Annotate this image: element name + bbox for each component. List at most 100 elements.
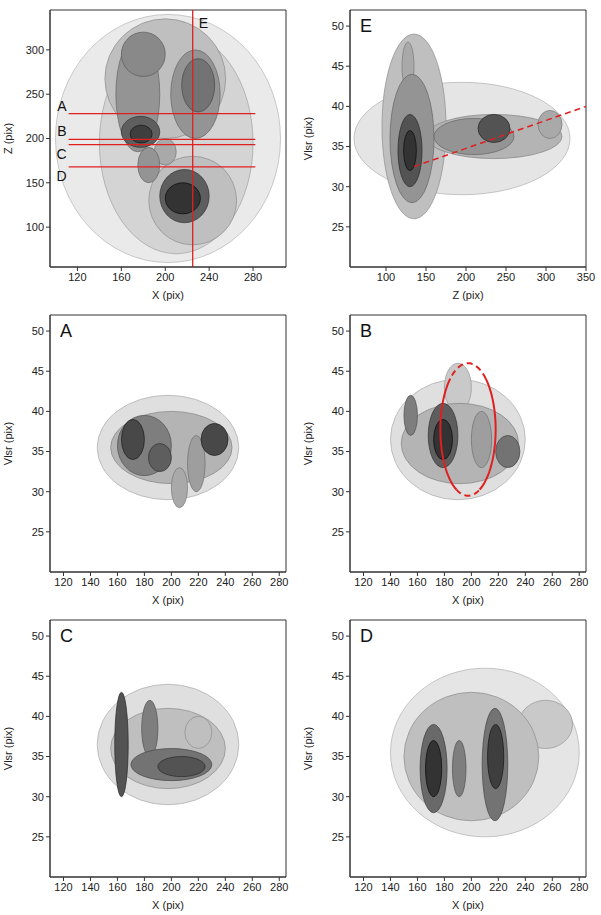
svg-text:25: 25 [32,526,44,538]
svg-text:Vlsr (pix): Vlsr (pix) [302,727,314,770]
svg-text:260: 260 [543,881,561,893]
svg-text:180: 180 [435,576,453,588]
svg-text:E: E [199,15,208,31]
svg-text:40: 40 [332,100,344,112]
svg-text:Vlsr (pix): Vlsr (pix) [302,422,314,465]
svg-text:120: 120 [54,576,72,588]
svg-text:30: 30 [332,486,344,498]
svg-text:160: 160 [112,271,130,283]
svg-text:40: 40 [32,710,44,722]
svg-text:25: 25 [332,526,344,538]
svg-text:50: 50 [32,325,44,337]
svg-text:250: 250 [497,271,515,283]
svg-text:120: 120 [354,576,372,588]
svg-text:35: 35 [32,750,44,762]
svg-text:240: 240 [516,881,534,893]
svg-text:180: 180 [135,881,153,893]
svg-text:260: 260 [243,576,261,588]
svg-text:150: 150 [26,177,44,189]
svg-text:200: 200 [462,576,480,588]
svg-text:50: 50 [32,630,44,642]
svg-text:50: 50 [332,325,344,337]
svg-text:200: 200 [457,271,475,283]
svg-text:240: 240 [216,881,234,893]
svg-text:140: 140 [81,881,99,893]
svg-text:140: 140 [381,576,399,588]
svg-text:35: 35 [32,445,44,457]
svg-text:45: 45 [32,670,44,682]
svg-text:180: 180 [135,576,153,588]
svg-text:120: 120 [54,881,72,893]
svg-text:35: 35 [332,750,344,762]
svg-text:220: 220 [189,576,207,588]
svg-text:160: 160 [108,576,126,588]
svg-text:140: 140 [81,576,99,588]
svg-text:X (pix): X (pix) [152,594,184,606]
svg-text:A: A [57,98,67,114]
svg-text:300: 300 [26,44,44,56]
svg-text:350: 350 [577,271,595,283]
svg-text:280: 280 [244,271,262,283]
svg-text:X (pix): X (pix) [152,289,184,301]
svg-text:50: 50 [332,20,344,32]
svg-text:220: 220 [489,881,507,893]
svg-text:200: 200 [156,271,174,283]
svg-text:240: 240 [216,576,234,588]
svg-text:Vlsr (pix): Vlsr (pix) [2,422,14,465]
svg-text:140: 140 [381,881,399,893]
svg-text:200: 200 [26,132,44,144]
html-text:C: C [60,626,73,646]
svg-text:35: 35 [332,445,344,457]
svg-text:160: 160 [408,576,426,588]
svg-text:300: 300 [537,271,555,283]
svg-text:260: 260 [543,576,561,588]
svg-text:45: 45 [332,365,344,377]
svg-text:50: 50 [332,630,344,642]
svg-text:Vlsr (pix): Vlsr (pix) [302,117,314,160]
svg-text:200: 200 [462,881,480,893]
svg-text:X (pix): X (pix) [152,899,184,911]
svg-text:25: 25 [332,831,344,843]
svg-text:Vlsr (pix): Vlsr (pix) [2,727,14,770]
svg-text:260: 260 [243,881,261,893]
svg-text:200: 200 [162,576,180,588]
svg-text:100: 100 [26,221,44,233]
svg-text:35: 35 [332,140,344,152]
svg-text:30: 30 [332,181,344,193]
svg-text:D: D [57,168,67,184]
svg-text:40: 40 [332,710,344,722]
svg-text:B: B [57,123,66,139]
svg-text:45: 45 [332,670,344,682]
svg-text:220: 220 [189,881,207,893]
svg-text:40: 40 [332,405,344,417]
svg-text:30: 30 [32,486,44,498]
svg-text:100: 100 [377,271,395,283]
svg-text:180: 180 [435,881,453,893]
svg-text:25: 25 [32,831,44,843]
svg-text:40: 40 [32,405,44,417]
svg-text:25: 25 [332,221,344,233]
svg-text:150: 150 [417,271,435,283]
svg-text:45: 45 [32,365,44,377]
svg-text:30: 30 [32,791,44,803]
svg-text:30: 30 [332,791,344,803]
svg-text:250: 250 [26,88,44,100]
svg-text:120: 120 [68,271,86,283]
svg-text:C: C [57,146,67,162]
svg-text:45: 45 [332,60,344,72]
svg-text:Z (pix): Z (pix) [2,123,14,154]
svg-text:160: 160 [108,881,126,893]
svg-text:280: 280 [270,576,288,588]
svg-text:160: 160 [408,881,426,893]
svg-text:240: 240 [516,576,534,588]
svg-text:280: 280 [570,576,588,588]
svg-text:220: 220 [489,576,507,588]
svg-text:240: 240 [200,271,218,283]
svg-text:X (pix): X (pix) [452,594,484,606]
svg-text:120: 120 [354,881,372,893]
svg-text:280: 280 [570,881,588,893]
svg-text:X (pix): X (pix) [452,899,484,911]
svg-text:200: 200 [162,881,180,893]
svg-text:280: 280 [270,881,288,893]
svg-text:Z (pix): Z (pix) [452,289,483,301]
